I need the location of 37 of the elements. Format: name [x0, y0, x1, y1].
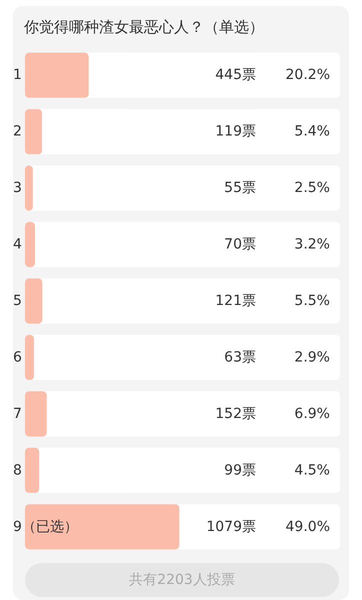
annotation: 2.5% [294, 180, 330, 196]
bar [25, 109, 42, 154]
data-label: 55票 [224, 180, 256, 196]
y-tick-label: 2 [13, 124, 22, 140]
annotation: 5.4% [294, 124, 330, 140]
bar [25, 448, 40, 493]
data-label: 152票 [215, 406, 256, 422]
annotation: 3.2% [294, 236, 330, 253]
annotation: 6.9% [294, 406, 330, 422]
data-label: 1079票 [206, 518, 256, 535]
text: 共有2203人投票 [25, 563, 339, 597]
y-tick-label: 5 [13, 293, 22, 309]
annotation: 20.2% [286, 67, 330, 84]
annotation: 49.0% [286, 518, 330, 535]
bar [25, 278, 42, 324]
y-tick-label: 6 [13, 349, 22, 366]
y-tick-label: 7 [13, 406, 22, 422]
data-label: 121票 [215, 293, 256, 309]
bar [25, 166, 33, 211]
data-label: 63票 [224, 349, 256, 366]
data-label: 119票 [215, 124, 256, 140]
y-tick-label: 4 [13, 236, 22, 253]
bar [25, 222, 36, 268]
bar [25, 391, 47, 436]
bar [25, 52, 89, 98]
annotation: 2.9% [294, 349, 330, 366]
annotation: 5.5% [294, 293, 330, 309]
data-label: 99票 [224, 462, 256, 478]
y-tick-label: 1 [13, 67, 22, 84]
bar [25, 334, 34, 380]
chart-title: 你觉得哪种渣女最恶心人？（单选） [24, 18, 264, 37]
data-label: 70票 [224, 236, 256, 253]
data-label: 445票 [215, 67, 256, 84]
annotation: 4.5% [294, 462, 330, 478]
y-tick-label: 9（已选） [13, 518, 78, 535]
y-tick-label: 3 [13, 180, 22, 196]
y-tick-label: 8 [13, 462, 22, 478]
